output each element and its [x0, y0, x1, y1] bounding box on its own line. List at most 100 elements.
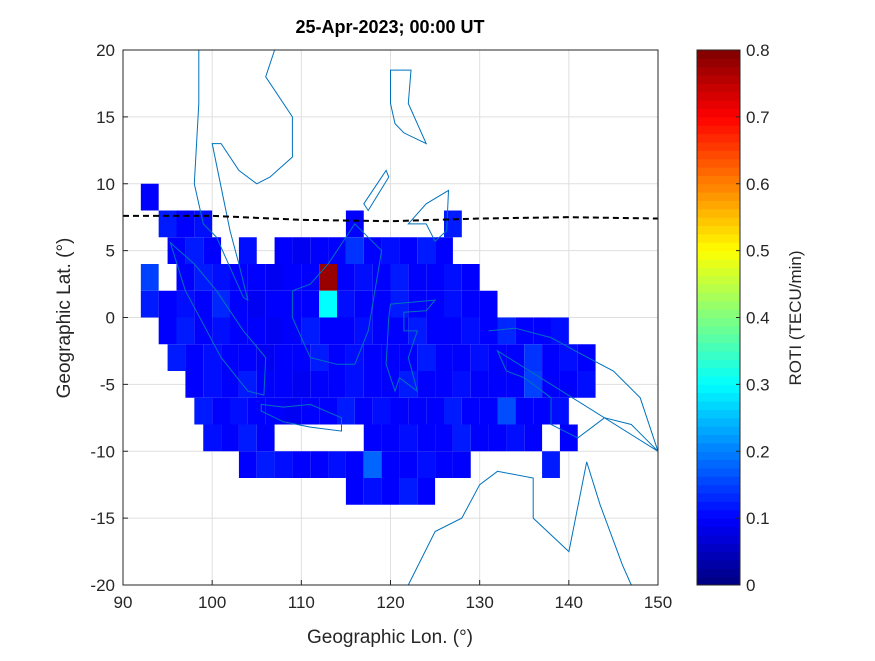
roti-cell — [354, 264, 373, 291]
roti-cell — [256, 371, 275, 398]
roti-cell — [328, 451, 346, 478]
colorbar-swatch — [697, 342, 740, 352]
roti-cell — [247, 397, 266, 425]
roti-cell — [354, 317, 373, 345]
roti-cell — [256, 451, 275, 478]
colorbar-swatch — [697, 401, 740, 410]
colorbar-swatch — [697, 75, 740, 84]
roti-cell — [319, 290, 337, 318]
roti-cell — [167, 344, 186, 371]
roti-cell — [497, 397, 516, 425]
roti-cell — [238, 451, 257, 478]
roti-cell — [533, 397, 551, 425]
y-tick-label: 20 — [96, 41, 115, 60]
roti-cell — [363, 344, 382, 371]
roti-cell — [176, 210, 195, 238]
colorbar-swatch — [697, 568, 740, 578]
roti-cell — [185, 237, 204, 264]
coastline — [407, 189, 450, 243]
roti-cell — [301, 317, 320, 345]
cells — [140, 183, 596, 505]
roti-cell — [158, 317, 177, 345]
roti-cell — [265, 290, 284, 318]
colorbar-swatch — [697, 317, 740, 327]
x-tick-label: 90 — [114, 593, 133, 612]
roti-cell — [247, 317, 266, 345]
roti-cell — [470, 344, 489, 371]
roti-cell — [230, 317, 248, 345]
roti-cell — [354, 397, 373, 425]
roti-cell — [479, 397, 498, 425]
roti-cell — [435, 451, 453, 478]
roti-cell — [461, 264, 480, 291]
colorbar-swatch — [697, 467, 740, 477]
colorbar-tick-label: 0.1 — [746, 509, 770, 528]
roti-cell — [203, 344, 222, 371]
roti-cell — [283, 397, 302, 425]
roti-cell — [372, 264, 391, 291]
roti-cell — [417, 371, 436, 398]
roti-cell — [461, 290, 480, 318]
colorbar-swatch — [697, 384, 740, 394]
colorbar-swatch — [697, 434, 740, 444]
roti-cell — [283, 317, 302, 345]
roti-cell — [140, 290, 159, 318]
roti-cell — [417, 424, 436, 452]
roti-cell — [452, 424, 471, 452]
roti-cell — [310, 371, 329, 398]
roti-cell — [461, 397, 480, 425]
roti-cell — [497, 317, 516, 345]
roti-cell — [274, 344, 293, 371]
roti-cell — [452, 344, 471, 371]
roti-cell — [265, 317, 284, 345]
roti-cell — [426, 264, 444, 291]
roti-cell — [345, 451, 364, 478]
roti-cell — [363, 451, 382, 478]
colorbar-swatch — [697, 543, 740, 553]
colorbar-swatch — [697, 359, 740, 369]
roti-cell — [559, 424, 578, 452]
colorbar-swatch — [697, 116, 740, 126]
colorbar-swatch — [697, 200, 740, 210]
roti-cell — [381, 424, 400, 452]
roti-cell — [167, 237, 186, 264]
colorbar-swatch — [697, 208, 740, 218]
coastline — [407, 461, 632, 586]
roti-cell — [301, 290, 320, 318]
colorbar-swatch — [697, 158, 740, 168]
roti-cell — [408, 264, 427, 291]
roti-cell — [533, 317, 551, 345]
roti-cell — [230, 290, 248, 318]
colorbar-swatch — [697, 518, 740, 527]
colorbar-swatch — [697, 493, 740, 502]
roti-cell — [319, 397, 337, 425]
colorbar-swatch — [697, 175, 740, 185]
roti-cell — [238, 424, 257, 452]
roti-cell — [363, 478, 382, 505]
colorbar-swatch — [697, 141, 740, 151]
roti-cell — [390, 397, 409, 425]
y-axis-label: Geographic Lat. (°) — [54, 238, 75, 399]
roti-cell — [551, 397, 569, 425]
roti-cell — [319, 264, 337, 291]
roti-cell — [524, 344, 543, 371]
roti-cell — [399, 237, 418, 264]
roti-cell — [310, 237, 329, 264]
coastline — [488, 327, 659, 452]
roti-cell — [426, 290, 444, 318]
roti-cell — [435, 237, 453, 264]
roti-cell — [515, 397, 534, 425]
axes-box — [122, 49, 659, 586]
y-tick-label: 10 — [96, 175, 115, 194]
colorbar-swatch — [697, 150, 740, 160]
coastline — [169, 241, 267, 396]
roti-cell — [230, 397, 248, 425]
roti-cell — [452, 451, 471, 478]
roti-cell — [417, 344, 436, 371]
roti-cell — [345, 478, 364, 505]
roti-cell — [238, 237, 257, 264]
colorbar-swatch — [697, 225, 740, 235]
colorbar-swatch — [697, 476, 740, 486]
colorbar-swatch — [697, 376, 740, 385]
roti-cell — [176, 317, 195, 345]
